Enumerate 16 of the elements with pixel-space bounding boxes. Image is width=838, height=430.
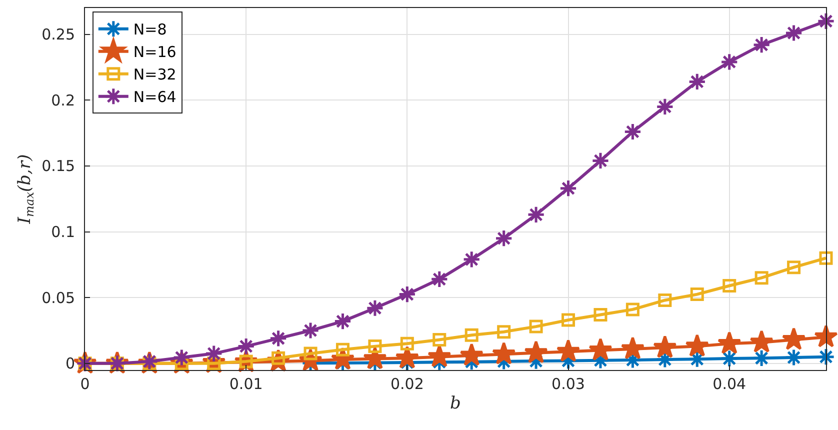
legend-label: N=64 xyxy=(133,88,176,106)
x-tick-label: 0.02 xyxy=(390,375,424,393)
x-tick-label: 0.04 xyxy=(712,375,746,393)
x-tick-label: 0.01 xyxy=(229,375,263,393)
legend-label: N=8 xyxy=(133,20,167,39)
y-tick-label: 0.2 xyxy=(51,91,75,110)
x-axis-title: b xyxy=(450,393,461,414)
y-tick-label: 0.05 xyxy=(42,288,75,307)
y-tick-label: 0.25 xyxy=(42,26,75,44)
y-tick-label: 0 xyxy=(65,354,75,373)
x-tick-label: 0 xyxy=(80,375,90,393)
x-tick-label: 0.03 xyxy=(552,375,585,393)
legend-label: N=16 xyxy=(133,43,176,62)
legend-label: N=32 xyxy=(133,66,176,84)
y-tick-label: 0.15 xyxy=(42,157,75,176)
y-tick-label: 0.1 xyxy=(51,223,75,242)
